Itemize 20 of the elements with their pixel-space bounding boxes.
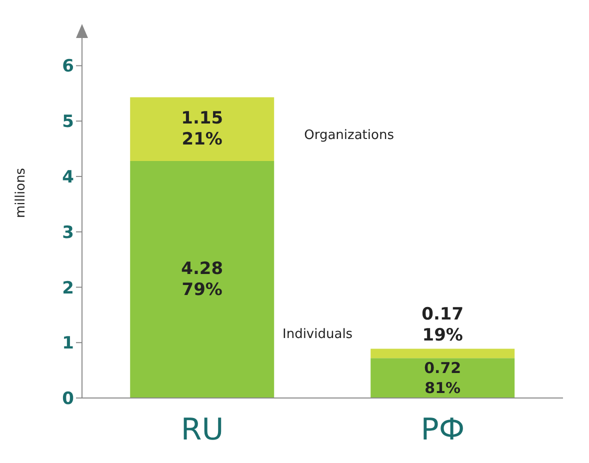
x-tick-label: RU [180,412,224,448]
y-tick-label: 3 [62,222,74,243]
x-tick-label: РФ [420,412,465,448]
y-axis-title: millions [14,168,29,218]
data-label: 0.72 81% [424,359,462,398]
bar [130,97,274,161]
y-tick-label: 2 [62,278,74,298]
data-label: 0.17 19% [422,304,464,346]
data-label: 1.15 21% [181,108,224,150]
y-tick-label: 0 [62,389,74,410]
y-tick-label: 5 [62,112,74,132]
bar [370,348,515,358]
text: Organizations [304,128,394,144]
series-label: Individuals [282,327,353,342]
bar [130,160,274,398]
y-tick-label: 6 [62,56,74,77]
data-label: 4.28 79% [181,258,224,300]
bar [370,358,515,398]
y-tick-label: 4 [62,167,74,188]
y-tick-label: 1 [62,334,74,354]
